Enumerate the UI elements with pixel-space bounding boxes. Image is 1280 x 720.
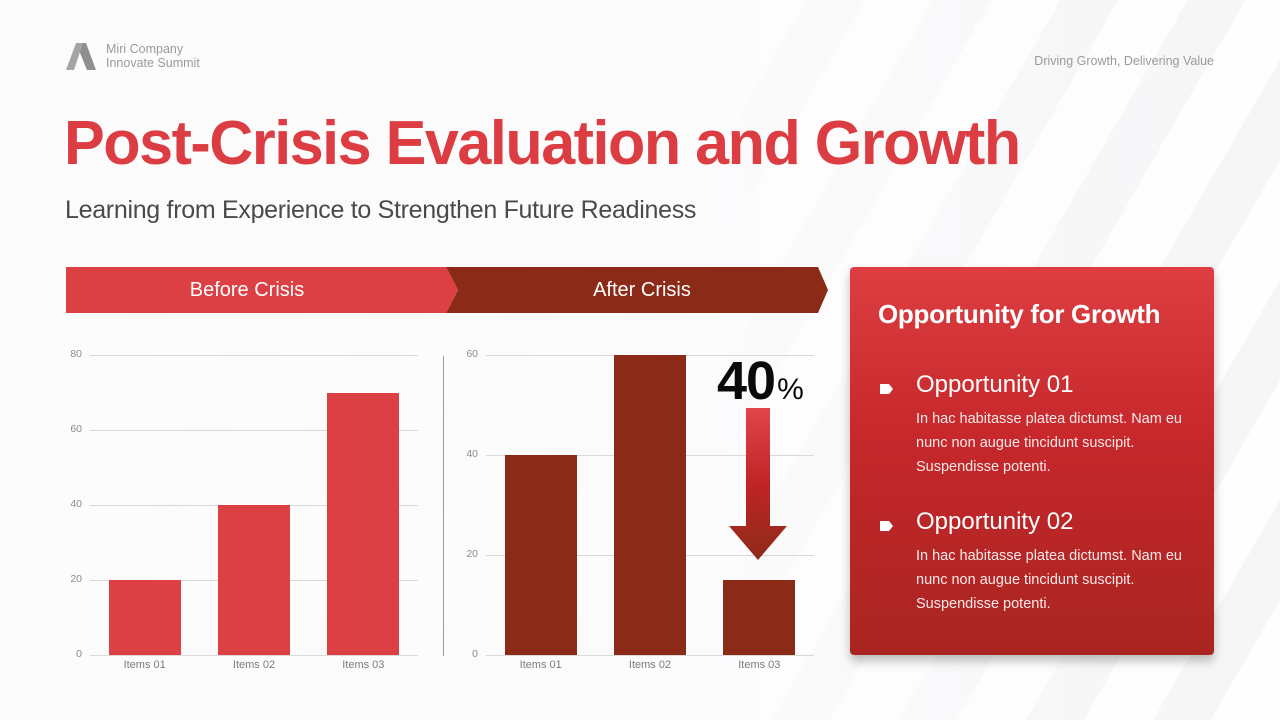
chart-divider [443, 356, 444, 656]
chart-plot-area [486, 355, 814, 656]
y-axis-tick: 40 [70, 498, 82, 510]
y-axis-tick: 20 [466, 548, 478, 560]
down-arrow-icon [729, 408, 787, 560]
chart-plot-area [90, 355, 418, 656]
before-after-banner: Before Crisis After Crisis [66, 267, 828, 313]
x-axis-tick: Items 03 [342, 659, 385, 671]
bar-items-03 [723, 580, 796, 655]
tag-bullet-icon [880, 384, 893, 394]
tagline: Driving Growth, Delivering Value [1034, 54, 1214, 68]
y-axis-tick: 80 [70, 348, 82, 360]
a-letter-logo-icon [66, 42, 96, 70]
gridline [486, 655, 814, 656]
percentage-symbol: % [777, 373, 804, 406]
y-axis-tick: 60 [466, 348, 478, 360]
banner-before-crisis: Before Crisis [66, 267, 458, 313]
y-axis-tick: 40 [466, 448, 478, 460]
event-name: Innovate Summit [106, 56, 200, 70]
panel-title: Opportunity for Growth [878, 299, 1161, 329]
before-crisis-label: Before Crisis [189, 278, 305, 301]
company-name: Miri Company [106, 42, 184, 56]
after-crisis-label: After Crisis [593, 278, 691, 301]
bar-items-01 [504, 455, 577, 655]
bar-items-02 [614, 355, 686, 655]
opportunity-panel: Opportunity for Growth Opportunity 01 In… [850, 267, 1214, 655]
x-axis-tick: Items 01 [123, 659, 166, 671]
banner-after-crisis: After Crisis [446, 267, 828, 313]
opportunity-body: In hac habitasse platea dictumst. Nam eu… [916, 411, 1182, 475]
page-title: Post-Crisis Evaluation and Growth [64, 109, 1021, 178]
x-axis-tick: Items 02 [232, 659, 276, 671]
gridline [90, 430, 418, 431]
x-axis-tick: Items 03 [738, 659, 781, 671]
bar-items-01 [108, 580, 181, 655]
page-subtitle: Learning from Experience to Strengthen F… [65, 196, 697, 224]
bar-items-02 [218, 505, 290, 655]
gridline [90, 655, 418, 656]
opportunity-body: In hac habitasse platea dictumst. Nam eu… [916, 548, 1182, 612]
x-axis-tick: Items 01 [519, 659, 562, 671]
y-axis-tick: 60 [70, 423, 82, 435]
after-crisis-chart: 0 20 40 60 Items 01 Items 02 Items 03 [462, 340, 822, 680]
x-axis-tick: Items 02 [628, 659, 672, 671]
opportunity-title: Opportunity 02 [916, 508, 1074, 535]
before-crisis-chart: 0 20 40 60 80 Items 01 Items 02 Items 03 [66, 340, 426, 680]
tag-bullet-icon [880, 521, 893, 531]
bar-items-03 [327, 392, 400, 655]
y-axis-tick: 0 [472, 648, 478, 660]
y-axis-tick: 20 [70, 573, 82, 585]
gridline [90, 355, 418, 356]
percentage-value: 40 [717, 351, 776, 411]
decrease-percentage: 40% [717, 350, 804, 412]
company-logo: Miri Company Innovate Summit [66, 42, 200, 70]
y-axis-tick: 0 [76, 648, 82, 660]
opportunity-title: Opportunity 01 [916, 371, 1074, 398]
